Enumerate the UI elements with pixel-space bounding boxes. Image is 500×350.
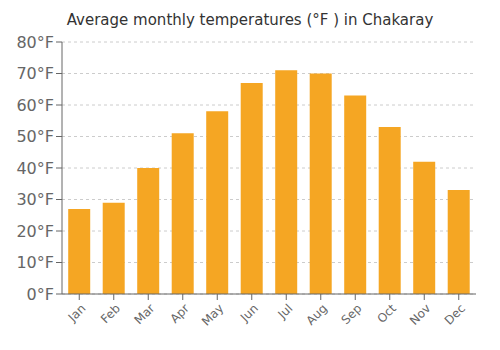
svg-text:Feb: Feb: [98, 301, 123, 326]
svg-text:70°F: 70°F: [16, 64, 54, 83]
svg-text:50°F: 50°F: [16, 127, 54, 146]
svg-text:Jul: Jul: [275, 301, 296, 322]
html-text:Average monthly temperatures (: Average monthly temperatures (°F ) in Ch…: [66, 11, 434, 29]
svg-text:20°F: 20°F: [16, 222, 54, 241]
svg-text:Jan: Jan: [65, 301, 89, 325]
svg-text:Apr: Apr: [167, 301, 192, 326]
svg-text:Sep: Sep: [339, 301, 365, 327]
svg-text:40°F: 40°F: [16, 159, 54, 178]
svg-text:80°F: 80°F: [16, 33, 54, 52]
svg-text:30°F: 30°F: [16, 190, 54, 209]
svg-text:10°F: 10°F: [16, 253, 54, 272]
svg-text:Jun: Jun: [237, 301, 261, 325]
svg-text:60°F: 60°F: [16, 96, 54, 115]
svg-text:Dec: Dec: [442, 301, 468, 327]
svg-text:Aug: Aug: [303, 301, 329, 327]
svg-text:May: May: [199, 301, 226, 328]
svg-text:Oct: Oct: [374, 301, 399, 326]
svg-text:Nov: Nov: [407, 301, 433, 327]
svg-text:Mar: Mar: [132, 301, 158, 327]
svg-text:0°F: 0°F: [27, 285, 54, 304]
